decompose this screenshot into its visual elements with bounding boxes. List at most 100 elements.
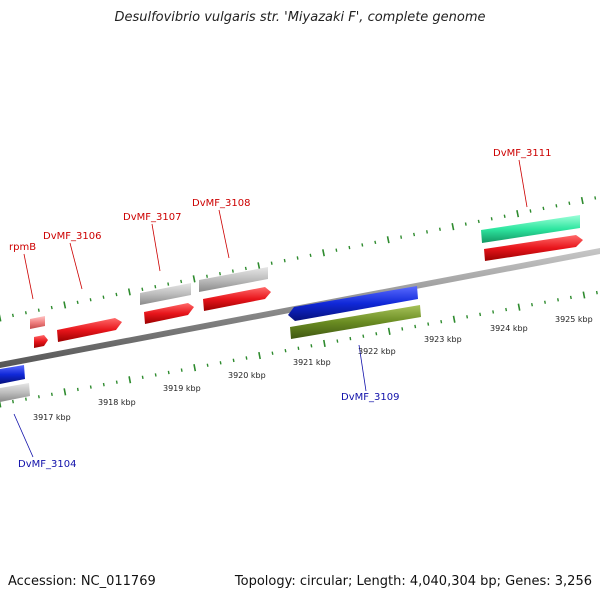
ring-tick	[25, 397, 27, 401]
ring-tick	[517, 303, 521, 311]
label-rpmB[interactable]: rpmB	[9, 242, 36, 253]
tick-label-3923: 3923 kbp	[424, 335, 462, 344]
ring-tick	[490, 217, 493, 221]
ring-tick	[387, 327, 391, 335]
ring-tick	[362, 334, 365, 338]
gene-DvMF_3109-green[interactable]	[290, 305, 421, 339]
ring-tick	[296, 256, 299, 260]
ring-tick	[479, 312, 482, 317]
ring-tick	[595, 290, 598, 295]
ring-tick	[0, 400, 2, 408]
ring-tick	[271, 351, 274, 355]
ring-tick	[50, 305, 53, 310]
ring-tick	[206, 274, 208, 278]
ring-tick	[193, 364, 197, 372]
ring-tick	[529, 209, 532, 213]
ring-tick	[542, 206, 545, 211]
outer-dotted-ring	[0, 196, 597, 322]
ring-tick	[323, 339, 326, 348]
ring-tick	[167, 370, 170, 375]
ring-tick	[440, 319, 443, 324]
tick-label-3919: 3919 kbp	[163, 384, 201, 393]
ring-tick	[492, 310, 495, 314]
gene-DvMF_3111[interactable]	[484, 235, 583, 261]
ring-tick	[244, 266, 247, 271]
gene-DvMF_3104-gray[interactable]	[0, 383, 30, 402]
ring-tick	[505, 307, 508, 312]
ring-tick	[115, 380, 118, 384]
ring-tick	[63, 388, 67, 396]
gene-DvMF_3107[interactable]	[144, 303, 194, 324]
ring-tick	[141, 375, 144, 380]
ring-tick	[141, 287, 144, 292]
gene-labels: rpmB DvMF_3106 DvMF_3107 DvMF_3108 DvMF_…	[9, 148, 551, 470]
ring-tick	[192, 275, 196, 283]
ring-tick	[386, 236, 390, 244]
ring-tick	[284, 348, 287, 353]
label-DvMF_3106[interactable]: DvMF_3106	[43, 231, 101, 242]
ring-tick	[426, 230, 428, 234]
gene-DvMF_3107-gray[interactable]	[140, 283, 191, 305]
ring-tick	[206, 363, 209, 367]
ring-tick	[427, 322, 430, 326]
ring-tick	[180, 279, 183, 284]
tick-label-3924: 3924 kbp	[490, 324, 528, 333]
ring-tick	[531, 302, 533, 307]
label-connectors	[13, 159, 528, 458]
ring-tick	[0, 314, 2, 322]
ring-tick	[219, 361, 222, 365]
ring-tick	[309, 253, 312, 258]
scale-tick-labels: 3917 kbp 3918 kbp 3919 kbp 3920 kbp 3921…	[33, 315, 593, 422]
gene-DvMF_3104-blue[interactable]	[0, 365, 25, 384]
ring-tick	[413, 232, 416, 237]
accession-text: Accession: NC_011769	[8, 574, 156, 589]
ring-tick	[438, 227, 441, 231]
ring-tick	[50, 392, 53, 397]
gene-DvMF_3109-blue[interactable]	[288, 286, 418, 321]
gene-rpmB[interactable]	[34, 335, 48, 348]
ring-tick	[89, 298, 92, 302]
gene-rpmB-pseudo[interactable]	[30, 316, 45, 329]
topology-summary: Topology: circular; Length: 4,040,304 bp…	[234, 574, 592, 589]
tick-label-3920: 3920 kbp	[228, 371, 266, 380]
ring-tick	[102, 295, 105, 299]
ring-tick	[128, 376, 132, 384]
ring-tick	[375, 332, 378, 336]
ring-tick	[557, 298, 559, 302]
tick-label-3917: 3917 kbp	[33, 413, 71, 422]
ring-tick	[12, 399, 14, 404]
label-DvMF_3104[interactable]: DvMF_3104	[18, 459, 76, 470]
ring-tick	[24, 311, 27, 315]
ring-tick	[361, 243, 364, 247]
ring-tick	[544, 300, 546, 304]
gene-DvMF_3108-gray[interactable]	[199, 267, 268, 292]
ring-tick	[63, 301, 67, 309]
tick-label-3921: 3921 kbp	[293, 358, 331, 367]
ring-tick	[451, 223, 455, 231]
ring-tick	[477, 219, 480, 224]
ring-tick	[297, 346, 300, 351]
label-DvMF_3108[interactable]: DvMF_3108	[192, 198, 250, 209]
ring-tick	[102, 382, 105, 387]
ring-tick	[154, 373, 157, 377]
gene-DvMF_3106[interactable]	[57, 318, 122, 342]
ring-tick	[258, 351, 261, 360]
ring-tick	[232, 358, 235, 363]
tick-label-3918: 3918 kbp	[98, 398, 136, 407]
ring-tick	[180, 368, 183, 372]
label-DvMF_3109[interactable]: DvMF_3109	[341, 392, 399, 403]
label-DvMF_3111[interactable]: DvMF_3111	[493, 148, 551, 159]
gene-DvMF_3108[interactable]	[203, 287, 271, 311]
ring-tick	[37, 395, 40, 399]
ring-tick	[167, 282, 170, 286]
ring-tick	[231, 269, 234, 273]
inner-dotted-ring	[0, 290, 598, 408]
ring-tick	[89, 385, 92, 389]
ring-tick	[257, 262, 261, 270]
ring-tick	[283, 258, 286, 263]
ring-tick	[582, 291, 586, 299]
label-DvMF_3107[interactable]: DvMF_3107	[123, 212, 181, 223]
ring-tick	[580, 196, 584, 205]
gene-DvMF_3111-teal[interactable]	[481, 215, 580, 243]
